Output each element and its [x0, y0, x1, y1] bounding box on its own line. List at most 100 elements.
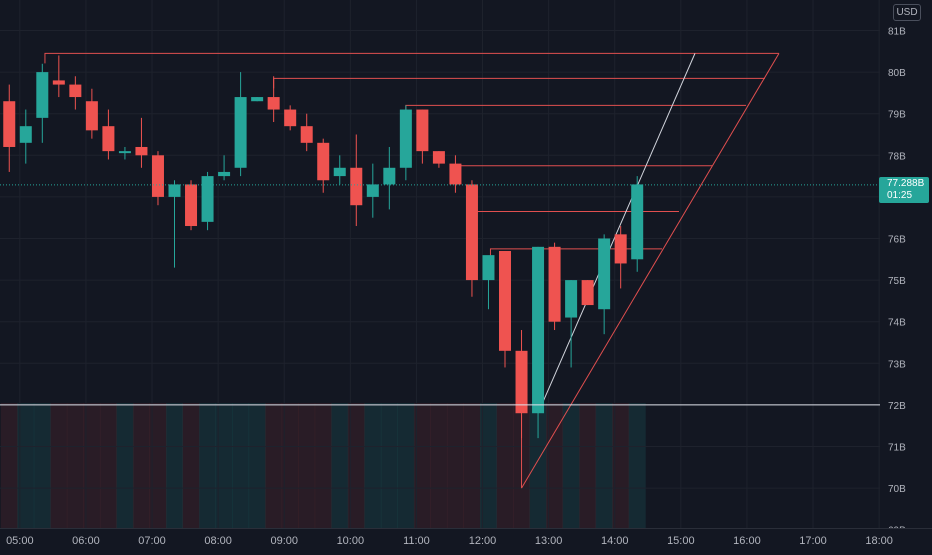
- volume-bar: [413, 403, 431, 528]
- candle-body: [300, 126, 313, 143]
- price-tick-label: 81B: [888, 27, 906, 38]
- price-tick-label: 70B: [888, 484, 906, 495]
- price-tick-label: 71B: [888, 443, 906, 454]
- candle-body: [284, 109, 297, 127]
- candle[interactable]: [185, 180, 198, 231]
- candle[interactable]: [432, 151, 445, 168]
- candle[interactable]: [548, 242, 561, 331]
- volume-bar: [132, 403, 150, 528]
- candle-body: [350, 167, 363, 206]
- volume-bar: [149, 403, 167, 528]
- fib-level-line[interactable]: [471, 210, 679, 222]
- candle[interactable]: [151, 151, 164, 206]
- candle[interactable]: [234, 72, 247, 177]
- candle-body: [465, 184, 478, 281]
- volume-bar: [347, 403, 365, 528]
- candle-body: [399, 109, 412, 168]
- price-tick-label: 74B: [888, 318, 906, 329]
- candle[interactable]: [383, 146, 396, 210]
- candle-body: [19, 126, 32, 143]
- candle[interactable]: [317, 138, 330, 193]
- candle-body: [581, 280, 594, 306]
- candle[interactable]: [366, 163, 379, 218]
- candle[interactable]: [449, 155, 462, 193]
- fib-level-line[interactable]: [44, 52, 779, 64]
- candle-body: [548, 246, 561, 322]
- candle[interactable]: [482, 255, 495, 310]
- time-axis-bg: [0, 528, 932, 550]
- candle[interactable]: [399, 105, 412, 181]
- volume-bar: [579, 403, 597, 528]
- price-tick-label: 73B: [888, 359, 906, 370]
- candle-body: [135, 146, 148, 156]
- candle[interactable]: [135, 117, 148, 168]
- candle[interactable]: [69, 76, 82, 110]
- candle[interactable]: [218, 155, 231, 181]
- time-tick-label: 11:00: [403, 535, 430, 547]
- candle[interactable]: [52, 55, 65, 98]
- candle-body: [36, 72, 49, 118]
- volume-bar: [430, 403, 448, 528]
- candle[interactable]: [416, 109, 429, 164]
- candle-body: [499, 250, 512, 351]
- volume-bar: [496, 403, 514, 528]
- candles[interactable]: [3, 55, 644, 439]
- candle[interactable]: [3, 84, 16, 172]
- candle[interactable]: [85, 88, 98, 139]
- fib-level-line[interactable]: [273, 77, 765, 89]
- price-axis[interactable]: 69B70B71B72B73B74B75B76B77B78B79B80B81B: [880, 0, 932, 537]
- candle-body: [218, 171, 231, 177]
- fan-edge-line[interactable]: [521, 53, 780, 489]
- volume-bar: [66, 403, 84, 528]
- candle[interactable]: [598, 234, 611, 335]
- candle[interactable]: [168, 180, 181, 268]
- time-tick-label: 16:00: [733, 535, 761, 547]
- candle[interactable]: [300, 113, 313, 152]
- candle-body: [151, 155, 164, 197]
- candle[interactable]: [499, 250, 512, 368]
- candle[interactable]: [36, 63, 49, 143]
- candle-body: [3, 101, 16, 147]
- volume-bar: [265, 403, 283, 528]
- candle-body: [118, 151, 131, 154]
- candle-body: [234, 97, 247, 168]
- fib-level-line[interactable]: [454, 165, 712, 176]
- volume-bar: [17, 403, 35, 528]
- volume-bar: [116, 403, 134, 528]
- candle[interactable]: [201, 171, 214, 231]
- time-tick-label: 14:00: [601, 535, 629, 547]
- candle[interactable]: [284, 105, 297, 131]
- candle[interactable]: [515, 330, 528, 439]
- candle[interactable]: [532, 246, 545, 439]
- candle[interactable]: [102, 109, 115, 160]
- price-axis-bg: [880, 0, 932, 528]
- candle[interactable]: [465, 180, 478, 297]
- volume-bar: [628, 403, 646, 528]
- candle-body: [201, 176, 214, 222]
- candle-body: [69, 84, 82, 98]
- currency-badge[interactable]: USD: [893, 4, 921, 21]
- time-axis[interactable]: 05:00 06:00 07:00 08:00 09:00 10:00 11:00 12:00…: [0, 528, 932, 550]
- trend-line[interactable]: [537, 53, 696, 414]
- candle[interactable]: [267, 76, 280, 123]
- candle[interactable]: [631, 176, 644, 272]
- candle[interactable]: [333, 155, 346, 185]
- volume-bar: [281, 403, 299, 528]
- candle-body: [168, 184, 181, 197]
- candle[interactable]: [565, 280, 578, 368]
- candle[interactable]: [19, 109, 32, 164]
- candle-body: [267, 97, 280, 110]
- volume-bar: [298, 403, 316, 528]
- candle-body: [532, 246, 545, 414]
- volume-bar: [331, 403, 349, 528]
- candle-body: [366, 184, 379, 197]
- candle[interactable]: [614, 226, 627, 289]
- candle[interactable]: [118, 146, 131, 160]
- candle[interactable]: [581, 280, 594, 306]
- candle[interactable]: [350, 134, 363, 227]
- time-tick-label: 05:00: [6, 535, 34, 547]
- candle-body: [251, 97, 264, 102]
- candle[interactable]: [251, 97, 264, 102]
